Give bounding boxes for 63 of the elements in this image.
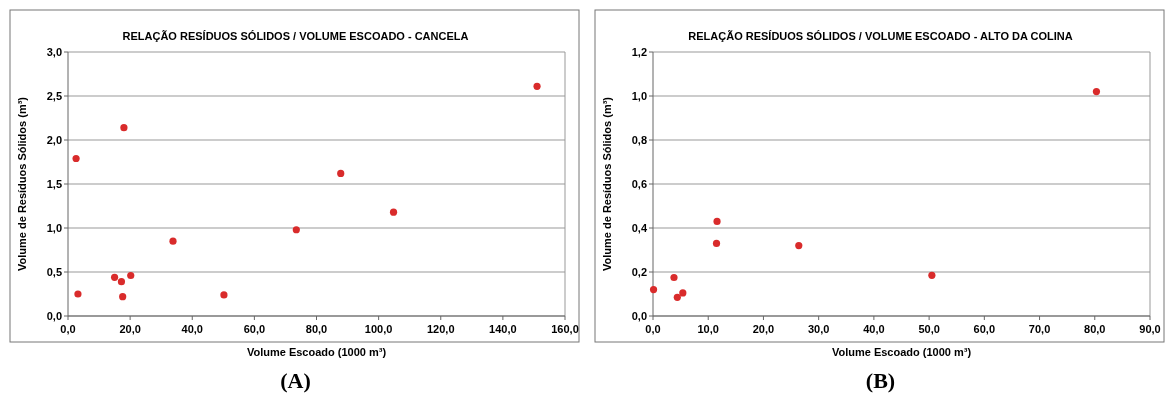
- point: [679, 289, 687, 297]
- x-tick-label: 90,0: [1139, 323, 1161, 335]
- point: [292, 226, 300, 234]
- x-tick-label: 140,0: [489, 323, 517, 335]
- x-tick-label: 50,0: [918, 323, 940, 335]
- x-tick-label: 10,0: [697, 323, 719, 335]
- y-tick-label: 0,0: [631, 309, 647, 322]
- point: [712, 239, 721, 247]
- y-tick-label: 3,0: [46, 45, 62, 58]
- point: [74, 290, 82, 298]
- x-tick-label: 20,0: [752, 323, 775, 335]
- point: [127, 271, 135, 280]
- point: [169, 237, 177, 245]
- point: [795, 242, 803, 250]
- y-tick-label: 2,0: [46, 133, 62, 146]
- x-tick-label: 30,0: [807, 323, 830, 335]
- y-tick-label: 1,2: [631, 45, 647, 58]
- x-tick-label: 120,0: [426, 323, 455, 335]
- x-tick-label: 40,0: [181, 323, 203, 335]
- point: [110, 273, 119, 281]
- y-axis-title: Volume de Resíduos Sólidos (m³): [16, 96, 28, 271]
- y-tick-label: 0,2: [631, 265, 647, 278]
- point: [1092, 88, 1101, 96]
- point: [120, 124, 128, 132]
- point: [673, 293, 681, 301]
- x-tick-label: 60,0: [973, 323, 996, 335]
- text: (A): [280, 368, 311, 393]
- point: [670, 273, 678, 282]
- point: [337, 169, 345, 178]
- x-tick-label: 0,0: [60, 323, 76, 335]
- x-tick-label: 60,0: [243, 323, 266, 335]
- y-tick-label: 0,0: [46, 309, 62, 322]
- y-tick-label: 0,6: [631, 177, 647, 190]
- text: (B): [865, 368, 896, 393]
- y-tick-label: 1,0: [46, 221, 62, 234]
- x-axis-title: Volume Escoado (1000 m³): [246, 346, 387, 358]
- x-tick-label: 100,0: [364, 323, 393, 335]
- x-tick-label: 40,0: [863, 323, 885, 335]
- point: [928, 271, 936, 279]
- x-tick-label: 80,0: [305, 323, 328, 335]
- point: [389, 208, 398, 216]
- y-tick-label: 0,8: [631, 133, 647, 146]
- y-axis-title: Volume de Resíduos Sólidos (m³): [601, 96, 613, 271]
- x-axis-title: Volume Escoado (1000 m³): [831, 346, 972, 358]
- point: [119, 293, 127, 301]
- y-tick-label: 0,4: [631, 221, 648, 234]
- x-tick-label: 20,0: [119, 323, 141, 335]
- point: [220, 291, 228, 299]
- point: [72, 154, 80, 163]
- chart-title: RELAÇÃO RESÍDUOS SÓLIDOS / VOLUME ESCOADO - CANCELA: [122, 30, 469, 42]
- point: [533, 82, 541, 90]
- point: [649, 286, 658, 294]
- y-tick-label: 0,5: [46, 265, 62, 278]
- y-tick-label: 2,5: [46, 89, 62, 102]
- point: [713, 217, 721, 225]
- x-tick-label: 70,0: [1028, 323, 1051, 335]
- x-tick-label: 160,0: [551, 323, 579, 335]
- y-tick-label: 1,0: [631, 89, 647, 102]
- x-tick-label: 80,0: [1084, 323, 1106, 335]
- x-tick-label: 0,0: [645, 323, 661, 335]
- y-tick-label: 1,5: [46, 177, 62, 190]
- chart-title: RELAÇÃO RESÍDUOS SÓLIDOS / VOLUME ESCOADO - ALTO DA COLINA: [688, 30, 1073, 42]
- point: [117, 278, 126, 286]
